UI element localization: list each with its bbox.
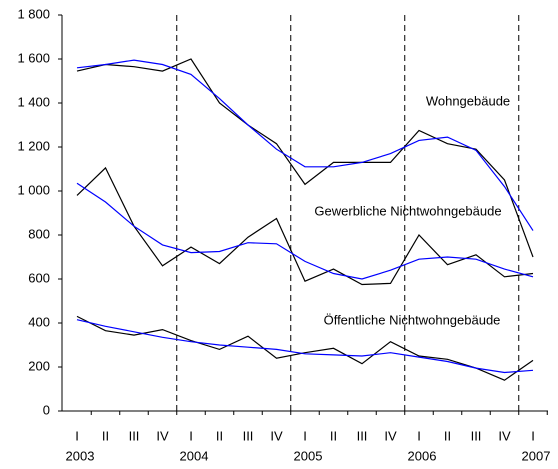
year-label: 2004 [180, 448, 209, 463]
x-tick-label: II [444, 428, 451, 443]
x-tick-label: II [216, 428, 223, 443]
x-tick-label: III [129, 428, 140, 443]
y-tick-label: 1 800 [17, 6, 50, 21]
y-tick-label: 1 400 [17, 94, 50, 109]
y-tick-label: 800 [28, 226, 50, 241]
y-tick-label: 1 000 [17, 182, 50, 197]
year-label: 2003 [66, 448, 95, 463]
x-tick-label: I [531, 428, 535, 443]
series-line [76, 58, 534, 258]
x-tick-label: IV [384, 428, 397, 443]
x-tick-label: IV [498, 428, 511, 443]
series-line [76, 166, 534, 286]
y-tick-label: 600 [28, 270, 50, 285]
series-line [76, 182, 534, 280]
series-line [76, 315, 534, 381]
x-tick-label: I [303, 428, 307, 443]
y-tick-label: 1 200 [17, 138, 50, 153]
x-tick-label: I [189, 428, 193, 443]
x-tick-label: I [417, 428, 421, 443]
y-tick-label: 1 600 [17, 50, 50, 65]
annotation: Gewerbliche Nichtwohngebäude [314, 203, 501, 218]
y-tick-label: 0 [43, 402, 50, 417]
x-tick-label: IV [270, 428, 283, 443]
annotation: Wohngebäude [426, 93, 510, 108]
x-tick-label: II [102, 428, 109, 443]
series-line [76, 59, 534, 231]
year-label: 2007 [522, 448, 551, 463]
series-line [76, 319, 534, 374]
y-tick-label: 200 [28, 358, 50, 373]
y-tick-label: 400 [28, 314, 50, 329]
x-tick-label: III [357, 428, 368, 443]
x-tick-label: I [75, 428, 79, 443]
year-label: 2006 [408, 448, 437, 463]
x-tick-label: II [330, 428, 337, 443]
x-tick-label: IV [156, 428, 169, 443]
year-label: 2005 [294, 448, 323, 463]
annotation: Öffentliche Nichtwohngebäude [324, 312, 501, 327]
x-tick-label: III [471, 428, 482, 443]
x-tick-label: III [243, 428, 254, 443]
